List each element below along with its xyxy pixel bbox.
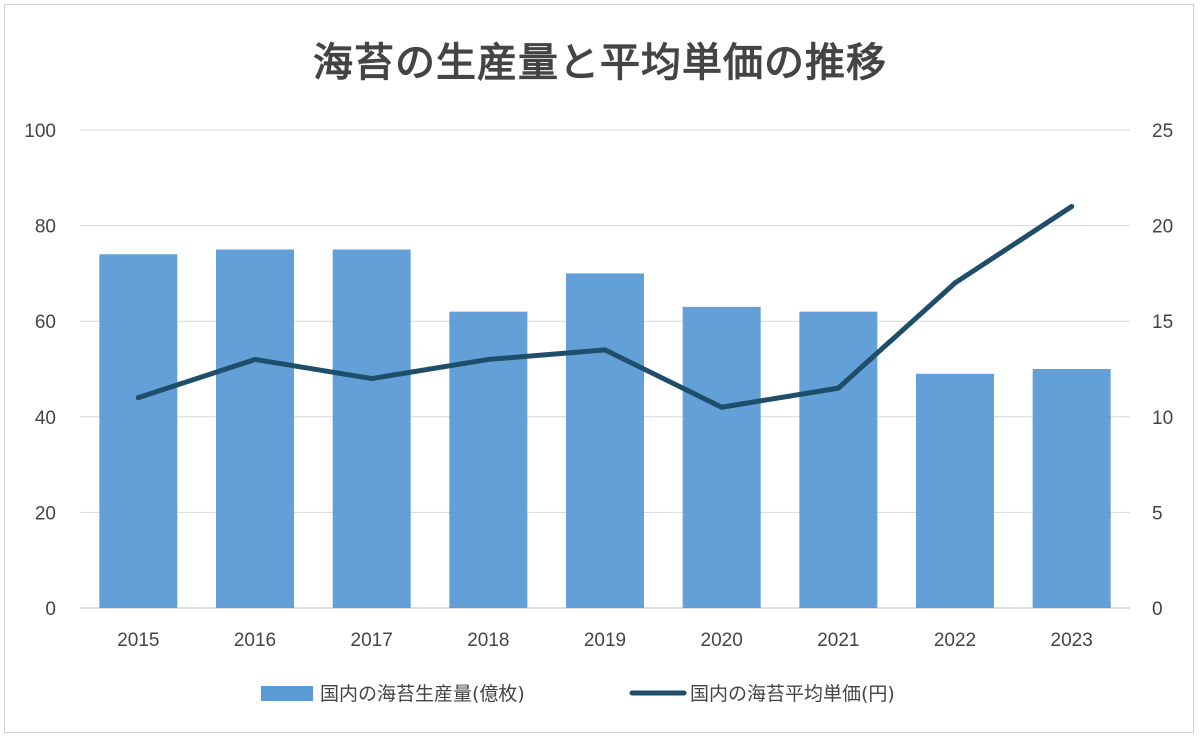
- line-point: [252, 356, 258, 362]
- bar: [916, 373, 994, 608]
- chart-title: 海苔の生産量と平均単価の推移: [313, 40, 887, 86]
- y-left-tick-label: 0: [45, 599, 56, 620]
- bar: [99, 254, 178, 608]
- x-tick-label: 2017: [351, 630, 393, 651]
- legend-label-price: 国内の海苔平均単価(円): [690, 683, 895, 705]
- y-right-tick-label: 0: [1152, 599, 1163, 620]
- bar: [682, 306, 761, 608]
- line-point: [135, 395, 141, 401]
- bar: [566, 273, 644, 608]
- y-left-tick-label: 40: [35, 408, 56, 429]
- x-tick-label: 2015: [117, 630, 159, 651]
- y-right-tick-label: 5: [1152, 503, 1163, 524]
- y-left-tick-label: 60: [35, 312, 56, 333]
- y-left-tick-label: 80: [35, 217, 56, 238]
- y-left-tick-label: 100: [24, 121, 56, 142]
- bar: [332, 249, 411, 608]
- legend-label-production: 国内の海苔生産量(億枚): [320, 683, 525, 705]
- x-tick-label: 2019: [584, 630, 626, 651]
- y-right-tick-label: 10: [1152, 408, 1173, 429]
- bar: [216, 249, 294, 608]
- x-tick-label: 2020: [701, 630, 743, 651]
- x-tick-label: 2016: [234, 630, 276, 651]
- y-right-tick-label: 15: [1152, 312, 1173, 333]
- line-point: [369, 376, 375, 382]
- line-point: [1069, 203, 1075, 209]
- x-tick-label: 2021: [817, 630, 859, 651]
- line-point: [835, 385, 841, 391]
- x-tick-label: 2018: [467, 630, 509, 651]
- y-left-tick-label: 20: [35, 503, 56, 524]
- line-point: [952, 280, 958, 286]
- x-tick-label: 2022: [934, 630, 976, 651]
- line-point: [719, 404, 725, 410]
- bar: [799, 311, 878, 608]
- line-point: [602, 347, 608, 353]
- bar: [1032, 369, 1111, 608]
- legend-swatch-bar: [261, 686, 313, 701]
- y-right-tick-label: 25: [1152, 121, 1173, 142]
- line-point: [485, 356, 491, 362]
- y-right-tick-label: 20: [1152, 217, 1173, 238]
- x-tick-label: 2023: [1051, 630, 1093, 651]
